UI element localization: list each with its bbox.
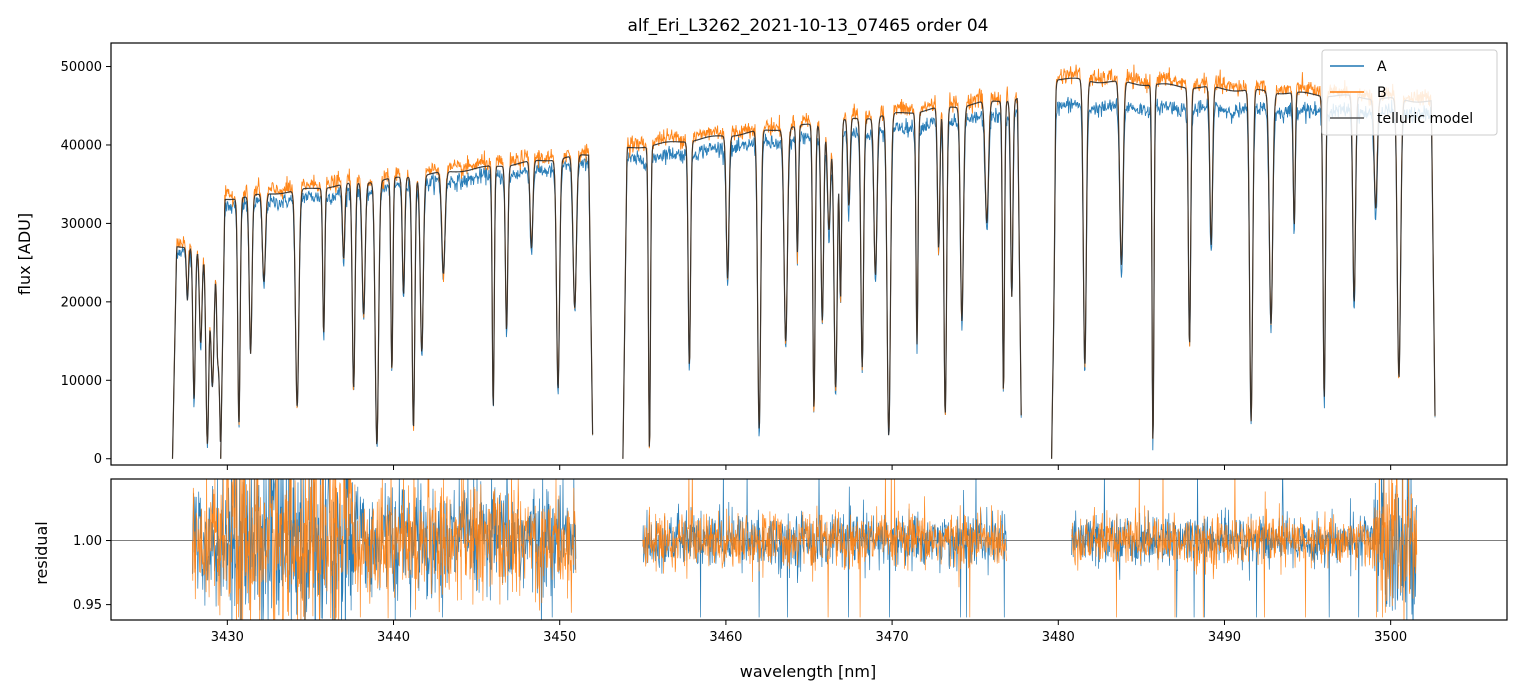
flux-y-tick-label: 50000 [61, 60, 102, 75]
residual-y-axis: 0.95 1.00 [73, 534, 111, 613]
flux-panel-frame [110, 42, 1508, 466]
x-tick-label: 3460 [709, 630, 742, 645]
flux-y-tick-label: 0 [94, 452, 102, 467]
x-axis-label: wavelength [nm] [740, 662, 877, 681]
legend: A B telluric model [1321, 49, 1498, 136]
flux-y-tick-label: 10000 [61, 374, 102, 389]
flux-y-tick-label: 40000 [61, 138, 102, 153]
residual-x-axis: 3430 3440 3450 3460 3470 3480 3490 3500 [211, 620, 1407, 645]
x-tick-label: 3480 [1042, 630, 1075, 645]
top-panel-title: alf_Eri_L3262_2021-10-13_07465 order 04 [628, 16, 989, 36]
x-tick-label: 3490 [1208, 630, 1241, 645]
residual-series-group [111, 479, 1507, 620]
residual-y-axis-label: residual [32, 521, 51, 584]
residual-y-tick-label: 1.00 [73, 534, 102, 549]
legend-box [1321, 49, 1498, 136]
flux-y-axis: 0 10000 20000 30000 40000 50000 [61, 60, 111, 467]
flux-y-tick-label: 30000 [61, 217, 102, 232]
x-tick-label: 3500 [1374, 630, 1407, 645]
x-tick-label: 3450 [543, 630, 576, 645]
residual-panel-frame [110, 478, 1508, 621]
residual-y-tick-label: 0.95 [73, 598, 102, 613]
flux-x-axis-ticks [226, 465, 1392, 470]
flux-y-axis-label: flux [ADU] [15, 213, 34, 295]
residual-panel: 0.95 1.00 3430 3440 3450 3460 3470 3480 3490 350… [32, 478, 1508, 681]
flux-series-telluric-model [171, 77, 1436, 459]
x-tick-label: 3440 [377, 630, 410, 645]
residual-series-b [192, 479, 1418, 620]
flux-series-group [171, 64, 1436, 459]
flux-panel: 0 10000 20000 30000 40000 50000 flux [ADU] A … [15, 42, 1508, 470]
flux-y-tick-label: 20000 [61, 295, 102, 310]
x-tick-label: 3470 [876, 630, 909, 645]
legend-label-a: A [1377, 59, 1387, 75]
legend-label-telluric-model: telluric model [1377, 111, 1473, 127]
legend-label-b: B [1377, 85, 1387, 101]
x-tick-label: 3430 [211, 630, 244, 645]
